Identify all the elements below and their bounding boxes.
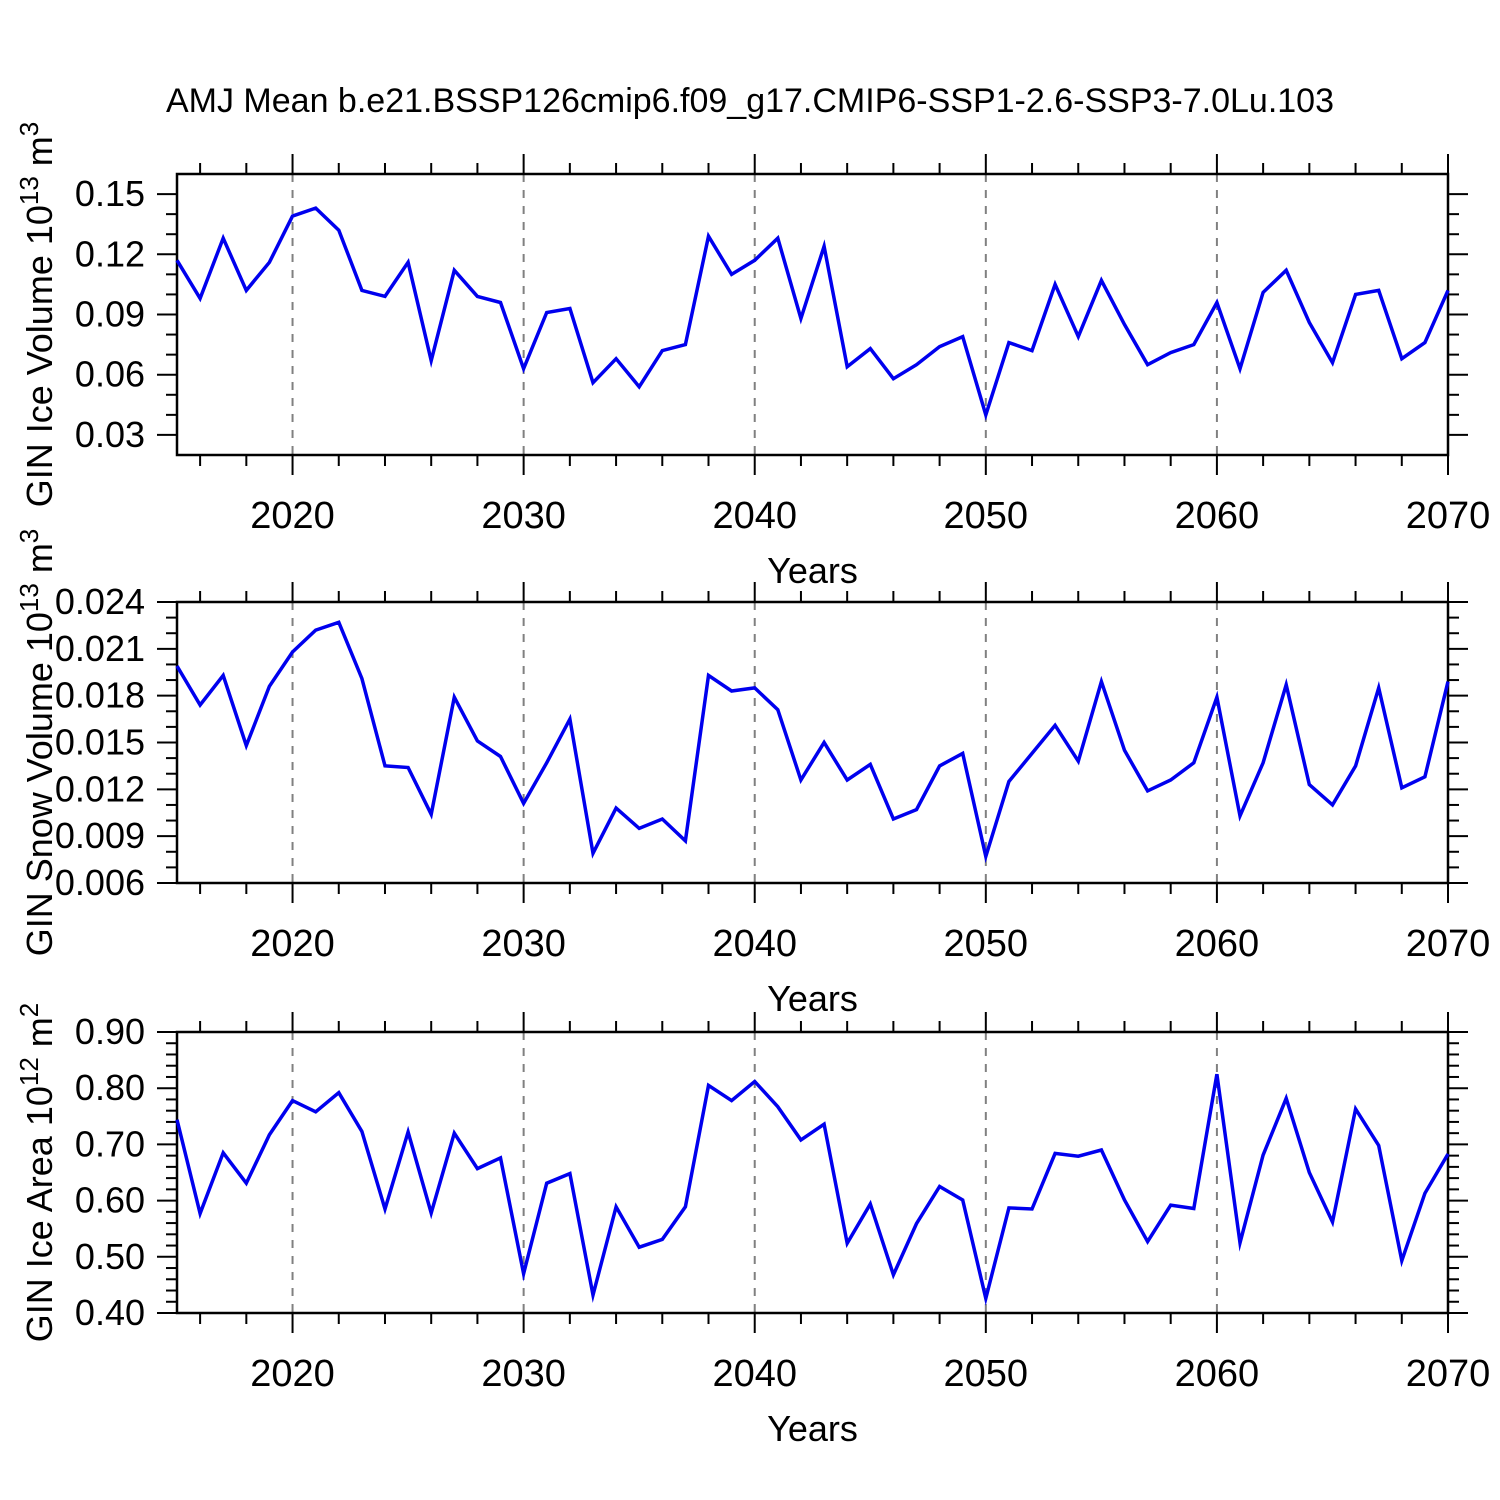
y-tick-label: 0.015 — [55, 722, 145, 763]
y-tick-label: 0.024 — [55, 581, 145, 622]
x-tick-label: 2020 — [250, 495, 335, 537]
y-tick-label: 0.012 — [55, 768, 145, 809]
panel-border — [175, 172, 1450, 457]
gin-ice-volume-line — [175, 206, 1450, 421]
x-tick-label: 2070 — [1406, 923, 1491, 965]
x-tick-label: 2030 — [481, 923, 566, 965]
x-axis-title: Years — [767, 550, 858, 591]
x-tick-label: 2070 — [1406, 1353, 1491, 1395]
x-axis-title: Years — [767, 1408, 858, 1449]
y-tick-label: 0.80 — [75, 1067, 145, 1108]
x-tick-label: 2050 — [944, 923, 1029, 965]
x-tick-label: 2060 — [1175, 1353, 1260, 1395]
y-tick-label: 0.70 — [75, 1123, 145, 1164]
y-tick-label: 0.12 — [75, 233, 145, 274]
y-axis-title: GIN Ice Volume 1013 m3 — [14, 122, 60, 508]
panel-border — [175, 600, 1450, 885]
x-tick-label: 2050 — [944, 1353, 1029, 1395]
x-tick-label: 2030 — [481, 495, 566, 537]
x-tick-label: 2040 — [712, 1353, 797, 1395]
y-axis-title: GIN Ice Area 1012 m2 — [14, 1003, 60, 1343]
y-tick-label: 0.50 — [75, 1236, 145, 1277]
x-tick-label: 2040 — [712, 923, 797, 965]
y-tick-label: 0.006 — [55, 862, 145, 903]
panel-border — [175, 1030, 1450, 1315]
panel-gin-ice-volume: 0.03 0.06 0.09 0.12 0.15 2020 2030 2040 2050 2060… — [14, 122, 1490, 591]
x-tick-label: 2020 — [250, 923, 335, 965]
panel-gin-snow-volume: 0.006 0.009 0.012 0.015 0.018 0.021 0.024 2020 2… — [14, 529, 1490, 1019]
y-tick-label: 0.40 — [75, 1292, 145, 1333]
y-tick-label: 0.90 — [75, 1011, 145, 1052]
y-tick-label: 0.018 — [55, 675, 145, 716]
y-tick-label: 0.009 — [55, 815, 145, 856]
x-tick-label: 2070 — [1406, 495, 1491, 537]
x-tick-label: 2020 — [250, 1353, 335, 1395]
x-tick-label: 2030 — [481, 1353, 566, 1395]
x-axis-title: Years — [767, 978, 858, 1019]
gin-ice-area-line — [175, 1073, 1450, 1306]
x-tick-label: 2040 — [712, 495, 797, 537]
x-tick-label: 2060 — [1175, 495, 1260, 537]
y-tick-label: 0.06 — [75, 354, 145, 395]
y-tick-label: 0.021 — [55, 628, 145, 669]
figure-title: AMJ Mean b.e21.BSSP126cmip6.f09_g17.CMIP… — [166, 82, 1334, 120]
y-tick-label: 0.03 — [75, 414, 145, 455]
gin-snow-volume-line — [175, 620, 1450, 864]
x-tick-label: 2050 — [944, 495, 1029, 537]
x-tick-label: 2060 — [1175, 923, 1260, 965]
y-tick-label: 0.60 — [75, 1180, 145, 1221]
y-tick-label: 0.09 — [75, 294, 145, 335]
y-axis-title: GIN Snow Volume 1013 m3 — [14, 529, 60, 957]
panel-gin-ice-area: 0.40 0.50 0.60 0.70 0.80 0.90 2020 2030 2040 2050… — [14, 1003, 1490, 1449]
y-tick-label: 0.15 — [75, 173, 145, 214]
